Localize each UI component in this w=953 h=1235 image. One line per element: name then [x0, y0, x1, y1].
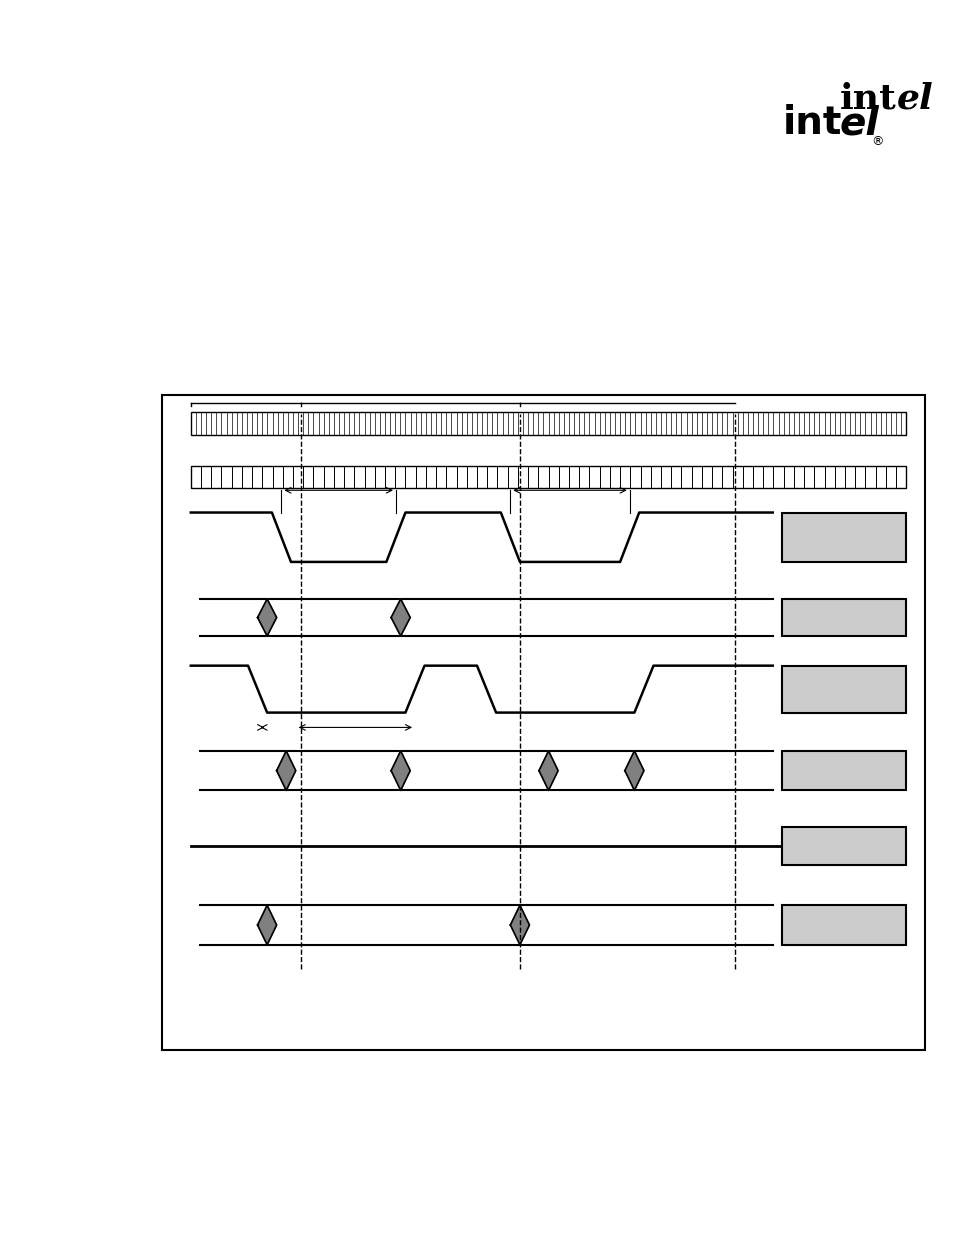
Polygon shape — [276, 751, 295, 790]
Text: ®: ® — [870, 136, 882, 148]
Text: int: int — [781, 105, 841, 142]
Text: int: int — [839, 82, 895, 116]
Bar — [162, 395, 924, 1050]
Polygon shape — [624, 751, 643, 790]
Polygon shape — [257, 599, 276, 636]
Bar — [191, 466, 905, 488]
Polygon shape — [538, 751, 558, 790]
Text: el: el — [839, 105, 879, 142]
Polygon shape — [510, 905, 529, 945]
Bar — [781, 666, 905, 713]
Bar — [781, 751, 905, 790]
Bar — [781, 599, 905, 636]
Polygon shape — [391, 751, 410, 790]
Bar — [191, 412, 905, 435]
Bar — [781, 513, 905, 562]
Bar — [781, 905, 905, 945]
Polygon shape — [391, 599, 410, 636]
Bar — [781, 827, 905, 864]
Polygon shape — [257, 905, 276, 945]
Text: el: el — [896, 82, 933, 116]
